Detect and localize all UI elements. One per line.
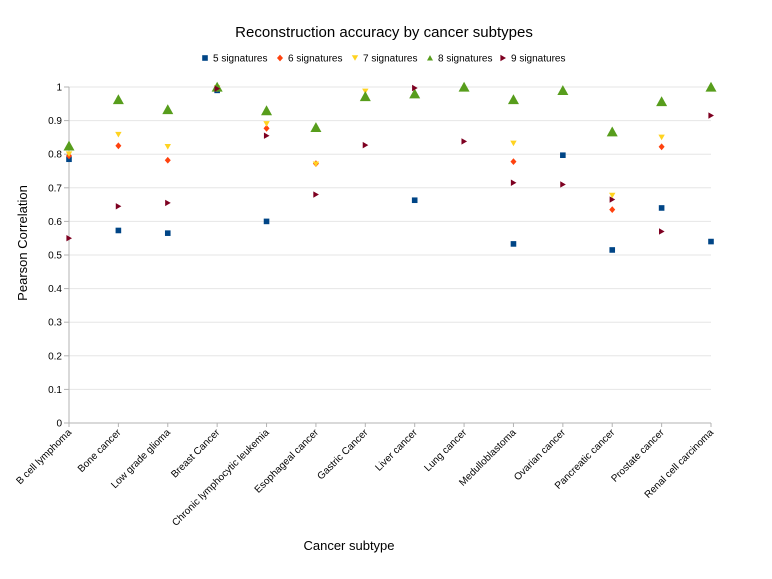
legend-label: 6 signatures — [288, 54, 342, 65]
data-point — [313, 191, 319, 198]
data-point — [510, 179, 517, 186]
y-tick-label: 0.1 — [48, 385, 62, 396]
y-tick-label: 0.9 — [48, 116, 62, 127]
legend-label: 5 signatures — [213, 54, 267, 65]
data-point — [659, 228, 665, 235]
data-point — [115, 131, 122, 138]
x-tick-label: Gastric Cancer — [315, 427, 370, 482]
y-tick-label: 0.5 — [48, 251, 62, 262]
y-tick-labels: 0 0.1 0.2 0.3 0.4 0.5 0.6 0.7 0.8 0.9 1 — [48, 83, 62, 430]
data-point — [609, 206, 616, 214]
data-point — [409, 88, 421, 99]
data-point — [164, 156, 171, 164]
x-tick-label: Lung cancer — [422, 427, 469, 474]
x-tick-label: Chronic lymphocytic leukemia — [170, 427, 272, 529]
data-point — [263, 132, 270, 139]
data-point — [658, 134, 665, 141]
data-points — [63, 81, 717, 253]
data-point — [411, 197, 418, 204]
data-point — [461, 138, 468, 145]
series-6-signatures — [66, 85, 665, 214]
x-tick-label: B cell lymphoma — [14, 427, 74, 487]
legend: 5 signatures 6 signatures 7 signatures 8 si… — [202, 54, 565, 65]
data-point — [412, 84, 418, 92]
y-tick-label: 0.3 — [48, 318, 62, 329]
data-point — [261, 105, 273, 116]
data-point — [560, 181, 566, 188]
data-point — [214, 85, 221, 92]
y-tick-label: 0.6 — [48, 217, 62, 228]
data-point — [310, 122, 322, 132]
x-tick-label: Ovarian cancer — [512, 427, 568, 483]
data-point — [66, 235, 72, 242]
data-point — [115, 142, 122, 150]
data-point — [359, 91, 371, 102]
x-tick-label: Breast Cancer — [169, 427, 222, 480]
legend-marker — [500, 54, 506, 62]
gridlines — [64, 86, 711, 424]
data-point — [164, 230, 171, 236]
data-point — [656, 96, 668, 107]
data-point — [211, 81, 223, 92]
x-tick-label: Liver cancer — [374, 427, 421, 474]
data-point — [708, 238, 714, 245]
data-point — [510, 158, 517, 165]
y-tick-label: 0.7 — [48, 183, 62, 194]
data-point — [263, 218, 270, 225]
legend-marker — [427, 55, 433, 61]
y-tick-label: 1 — [56, 83, 62, 94]
y-tick-label: 0.8 — [48, 150, 62, 161]
data-point — [458, 81, 470, 92]
legend-marker — [202, 55, 208, 61]
data-point — [609, 196, 616, 203]
legend-marker — [277, 54, 283, 62]
data-point — [609, 247, 616, 253]
data-point — [609, 192, 616, 199]
data-point — [312, 161, 320, 168]
data-point — [658, 205, 665, 211]
data-point — [708, 112, 714, 119]
data-point — [164, 144, 171, 150]
data-point — [658, 143, 665, 151]
legend-label: 8 signatures — [438, 54, 492, 65]
x-tick-label: Bone cancer — [76, 427, 124, 475]
legend-label: 7 signatures — [363, 54, 417, 65]
data-point — [705, 81, 717, 92]
data-point — [606, 126, 618, 137]
data-point — [510, 140, 517, 147]
series-8-signatures — [63, 81, 717, 151]
x-axis-label: Cancer subtype — [303, 538, 394, 553]
series-9-signatures — [66, 84, 714, 242]
data-point — [115, 227, 122, 234]
series-7-signatures — [65, 85, 665, 199]
y-tick-label: 0.4 — [48, 284, 62, 295]
data-point — [507, 94, 519, 105]
data-point — [263, 121, 270, 127]
data-point — [63, 140, 75, 151]
data-point — [263, 124, 270, 132]
data-point — [115, 203, 122, 210]
chart-title: Reconstruction accuracy by cancer subtyp… — [235, 24, 533, 41]
data-point — [112, 94, 124, 105]
data-point — [560, 152, 566, 159]
data-point — [162, 104, 174, 115]
legend-label: 9 signatures — [511, 54, 565, 65]
data-point — [65, 151, 73, 157]
legend-marker — [351, 55, 359, 61]
y-tick-label: 0.2 — [48, 351, 62, 362]
y-axis-label: Pearson Correlation — [15, 185, 30, 301]
y-tick-label: 0 — [56, 419, 62, 430]
data-point — [557, 85, 569, 96]
data-point — [362, 141, 369, 149]
data-point — [510, 241, 517, 247]
data-point — [165, 199, 171, 207]
